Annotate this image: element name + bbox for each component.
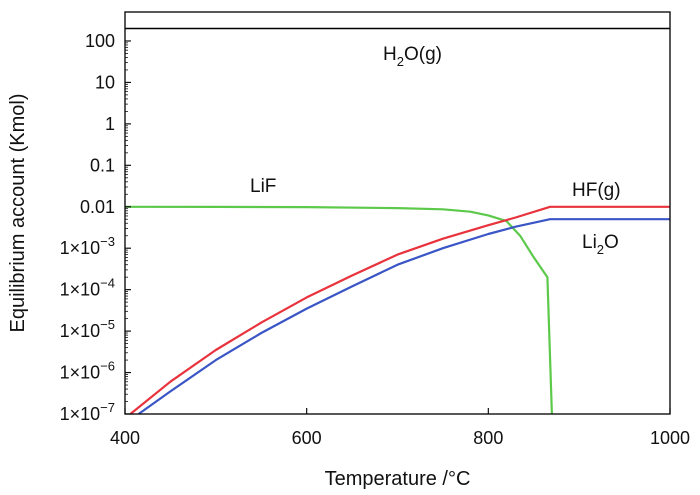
y-tick-label: 0.1 xyxy=(90,155,115,175)
series-line-lif xyxy=(124,205,553,415)
y-tick-label-base: 1×10 xyxy=(60,321,101,341)
y-tick-label: 1×10−7 xyxy=(60,400,115,424)
series-label-subscript: 2 xyxy=(397,54,404,69)
series-label-rest: O(g) xyxy=(404,44,442,65)
y-tick-label-exponent: −7 xyxy=(100,400,115,415)
series-line-li2o xyxy=(137,218,670,415)
y-tick-label: 1×10−3 xyxy=(60,234,115,258)
y-tick-label: 1×10−6 xyxy=(60,359,115,383)
x-axis-title: Temperature /°C xyxy=(325,468,471,490)
series-label-main: H xyxy=(383,44,397,65)
y-tick-label: 10 xyxy=(95,72,115,92)
series-label-subscript: 2 xyxy=(597,242,604,257)
y-tick-label-exponent: −5 xyxy=(100,317,115,332)
series-label-main: HF(g) xyxy=(572,180,621,201)
y-tick-label-base: 1×10 xyxy=(60,238,101,258)
y-tick-label: 1×10−4 xyxy=(60,276,115,300)
y-tick-label-exponent: −3 xyxy=(100,234,115,249)
plot-frame xyxy=(124,11,671,415)
y-tick-label: 1×10−5 xyxy=(60,317,115,341)
y-tick-label-base: 1×10 xyxy=(60,404,101,424)
y-tick-label: 1 xyxy=(105,114,115,134)
y-tick-label: 0.01 xyxy=(80,197,115,217)
axis-ticks: 400 600 800 10001001010.10.011×10−31×10−41×… xyxy=(60,31,690,448)
series-labels: H2O(g)LiF HF(g)Li2O xyxy=(250,44,621,257)
x-tick-label: 800 xyxy=(473,428,503,448)
series-label-rest: O xyxy=(604,232,619,253)
series-line-hf xyxy=(129,205,670,415)
y-tick-label-base: 1×10 xyxy=(60,280,101,300)
y-tick-label: 100 xyxy=(85,31,115,51)
y-tick-label-exponent: −4 xyxy=(100,276,115,291)
series-label-main: Li xyxy=(582,232,597,253)
y-axis-title: Equilibrium account (Kmol) xyxy=(7,94,29,333)
series-label-lif: LiF xyxy=(250,176,276,197)
series-label-main: LiF xyxy=(250,176,276,197)
y-tick-label-base: 1×10 xyxy=(60,363,101,383)
x-tick-label: 600 xyxy=(292,428,322,448)
series-label-hf: HF(g) xyxy=(572,180,621,201)
series-label-li2o: Li2O xyxy=(582,232,619,257)
series-lines xyxy=(124,27,670,415)
x-tick-label: 400 xyxy=(110,428,140,448)
series-label-h2o: H2O(g) xyxy=(383,44,442,69)
x-tick-label: 1000 xyxy=(650,428,690,448)
y-tick-label-exponent: −6 xyxy=(100,359,115,374)
